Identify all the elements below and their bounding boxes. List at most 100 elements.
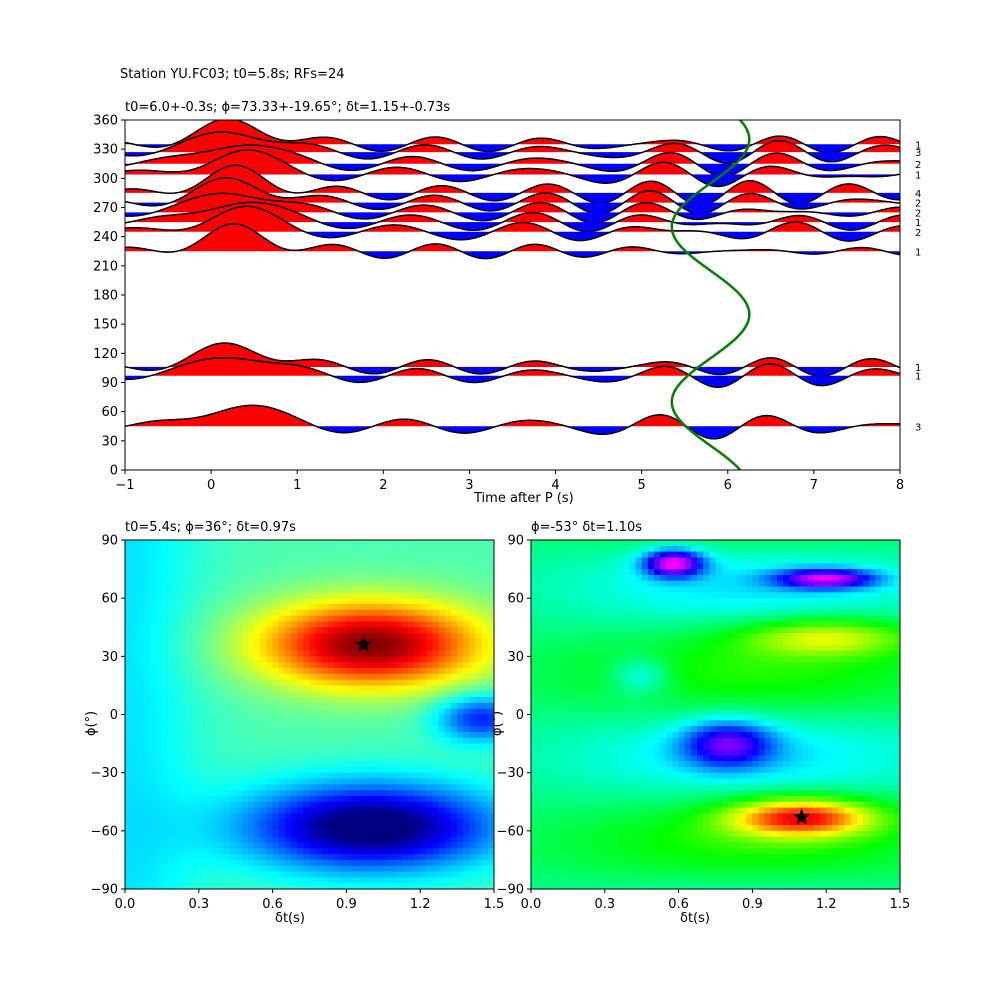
heatmap-cell xyxy=(155,714,163,721)
heatmap-cell xyxy=(610,743,618,750)
heatmap-cell xyxy=(574,766,581,774)
heatmap-cell xyxy=(327,540,335,547)
heatmap-cell xyxy=(352,557,360,564)
heatmap-cell xyxy=(617,766,624,774)
heatmap-cell xyxy=(346,801,354,809)
heatmap-cell xyxy=(574,598,581,605)
heatmap-cell xyxy=(358,633,366,640)
heatmap-cell xyxy=(364,708,372,716)
heatmap-cell xyxy=(260,586,268,593)
heatmap-cell xyxy=(358,673,366,681)
heatmap-cell xyxy=(432,859,440,867)
heatmap-cell xyxy=(383,621,391,628)
trace-positive-fill xyxy=(125,193,900,213)
heatmap-cell xyxy=(260,807,268,814)
heatmap-cell xyxy=(444,743,452,750)
heatmap-cell xyxy=(383,691,391,698)
heatmap-cell xyxy=(155,848,163,855)
heatmap-cell xyxy=(377,580,384,588)
heatmap-cell xyxy=(586,673,594,681)
heatmap-cell xyxy=(346,819,354,826)
heatmap-cell xyxy=(420,650,427,657)
heatmap-cell xyxy=(531,540,538,547)
heatmap-cell xyxy=(155,697,163,704)
heatmap-cell xyxy=(291,673,298,681)
heatmap-cell xyxy=(604,755,612,762)
heatmap-cell xyxy=(192,580,200,588)
heatmap-cell xyxy=(604,720,612,727)
heatmap-cell xyxy=(604,854,612,861)
heatmap-cell xyxy=(586,580,594,588)
heatmap-cell xyxy=(346,784,354,791)
heatmap-cell xyxy=(401,766,409,774)
heatmap-cell xyxy=(161,557,169,564)
heatmap-cell xyxy=(604,702,612,710)
heatmap-cell xyxy=(364,569,372,576)
heatmap-cell xyxy=(487,592,494,599)
heatmap-cell xyxy=(414,679,421,687)
heatmap-cell xyxy=(623,807,630,814)
heatmap-cell xyxy=(383,830,391,838)
heatmap-cell xyxy=(666,650,674,657)
heatmap-cell xyxy=(420,557,427,564)
heatmap-cell xyxy=(223,702,231,710)
heatmap-cell xyxy=(549,749,557,756)
heatmap-cell xyxy=(475,825,483,832)
heatmap-cell xyxy=(401,621,409,628)
misfit-grid-left xyxy=(125,540,494,889)
heatmap-cell xyxy=(580,586,587,593)
heatmap-cell xyxy=(610,563,618,570)
heatmap-cell xyxy=(647,569,655,576)
heatmap-cell xyxy=(617,737,624,745)
heatmap-cell xyxy=(457,813,464,820)
heatmap-cell xyxy=(617,801,624,809)
heatmap-cell xyxy=(192,679,200,687)
heatmap-cell xyxy=(340,656,347,663)
heatmap-cell xyxy=(180,540,188,547)
heatmap-cell xyxy=(143,615,151,623)
heatmap-cell xyxy=(229,551,237,559)
heatmap-cell xyxy=(248,842,255,849)
heatmap-cell xyxy=(371,784,378,791)
heatmap-cell xyxy=(401,667,409,675)
heatmap-cell xyxy=(426,603,434,611)
heatmap-cell xyxy=(352,819,360,826)
heatmap-cell xyxy=(278,778,286,785)
heatmap-cell xyxy=(617,813,624,820)
heatmap-cell xyxy=(457,551,464,559)
heatmap-cell xyxy=(580,801,587,809)
heatmap-cell xyxy=(186,883,194,889)
heatmap-cell xyxy=(395,627,403,634)
heatmap-cell xyxy=(186,592,194,599)
heatmap-cell xyxy=(192,621,200,628)
heatmap-cell xyxy=(598,545,606,553)
heatmap-cell xyxy=(457,795,464,803)
heatmap-cell xyxy=(161,598,169,605)
heatmap-cell xyxy=(438,563,446,570)
heatmap-cell xyxy=(444,603,452,611)
heatmap-cell xyxy=(377,731,384,739)
heatmap-cell xyxy=(660,836,667,844)
heatmap-cell xyxy=(654,650,661,657)
heatmap-cell xyxy=(327,551,335,559)
heatmap-cell xyxy=(303,603,311,611)
heatmap-cell xyxy=(186,563,194,570)
heatmap-cell xyxy=(481,650,489,657)
heatmap-cell xyxy=(229,691,237,698)
heatmap-cell xyxy=(635,644,643,652)
heatmap-cell xyxy=(610,551,618,559)
heatmap-cell xyxy=(223,790,231,797)
heatmap-cell xyxy=(180,650,188,657)
heatmap-cell xyxy=(180,784,188,791)
heatmap-cell xyxy=(574,580,581,588)
heatmap-cell xyxy=(623,772,630,780)
heatmap-cell xyxy=(401,784,409,791)
heatmap-cell xyxy=(334,673,341,681)
heatmap-cell xyxy=(604,633,612,640)
heatmap-cell xyxy=(623,720,630,727)
heatmap-cell xyxy=(629,656,637,663)
heatmap-cell xyxy=(401,627,409,634)
heatmap-cell xyxy=(235,778,243,785)
heatmap-cell xyxy=(629,883,637,889)
